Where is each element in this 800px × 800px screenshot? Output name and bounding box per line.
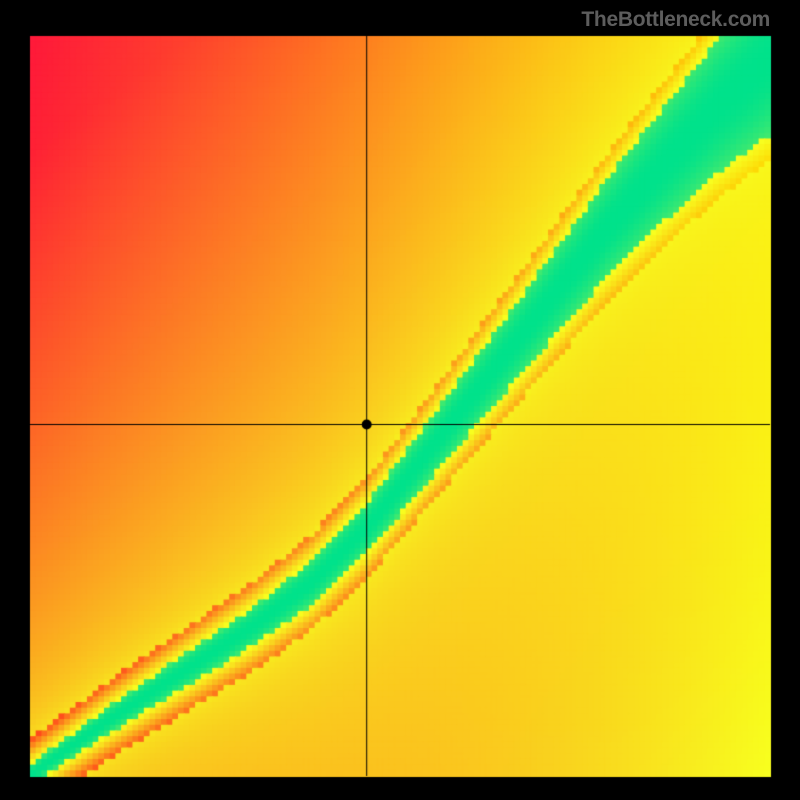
watermark-text: TheBottleneck.com	[581, 8, 770, 32]
heatmap-canvas	[0, 0, 800, 800]
chart-container: TheBottleneck.com	[0, 0, 800, 800]
